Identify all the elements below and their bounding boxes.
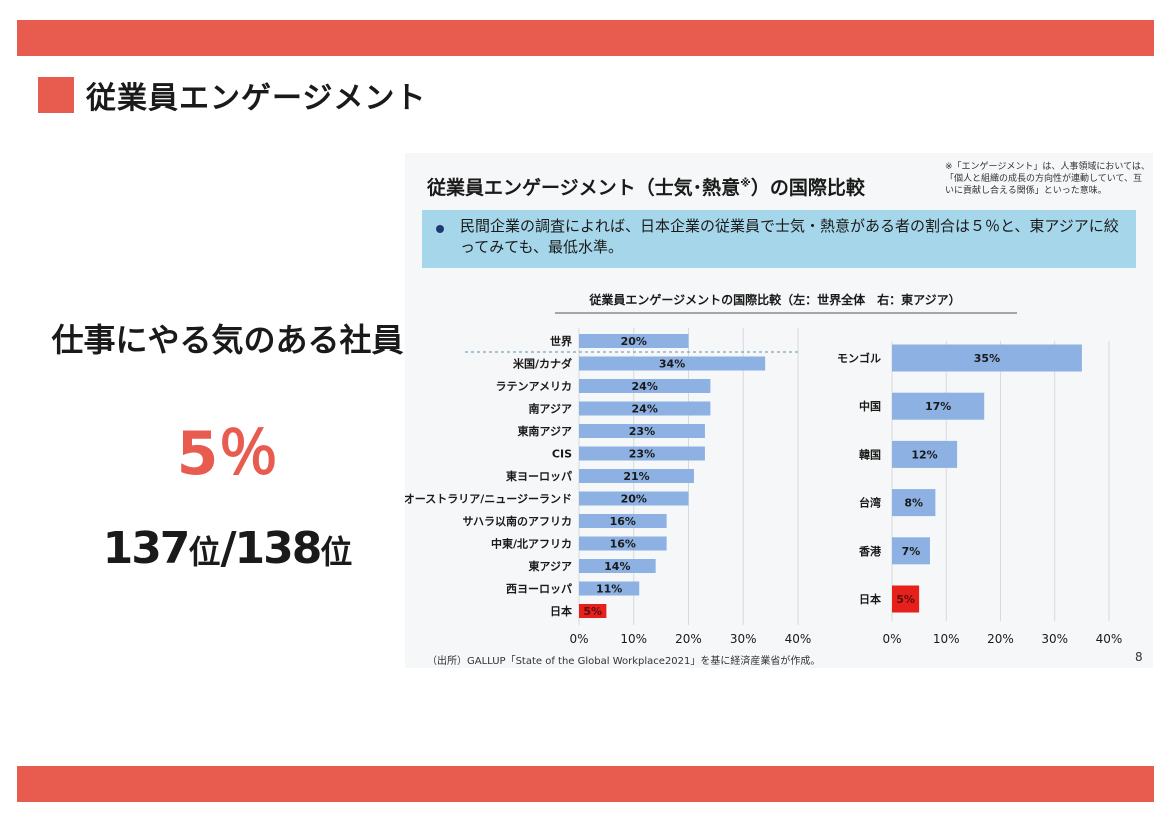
- world-bar: [579, 514, 667, 528]
- slide-title-main: 従業員エンゲージメント（士気･熱意: [427, 177, 741, 199]
- world-category-label: ラテンアメリカ: [496, 380, 572, 393]
- world-category-label: 南アジア: [528, 402, 572, 416]
- world-category-label: 東ヨーロッパ: [506, 469, 572, 483]
- rank-unit-b: 位: [320, 533, 353, 571]
- east-asia-bar: [892, 392, 985, 420]
- world-tick-label: 40%: [785, 632, 812, 646]
- world-value-label: 24%: [632, 380, 658, 393]
- east-asia-tick-label: 0%: [882, 632, 901, 646]
- source-note: （出所）GALLUP「State of the Global Workplace…: [427, 656, 821, 667]
- engagement-chart: 従業員エンゲージメントの国際比較（左：世界全体 右：東アジア） 0% 10% 20% 3…: [405, 292, 1123, 646]
- world-value-label: 16%: [610, 538, 636, 551]
- heading-text: 従業員エンゲージメント: [86, 81, 427, 116]
- world-category-label: 米国/カナダ: [512, 357, 572, 371]
- east-asia-bar: [892, 344, 1082, 372]
- world-category-label: オーストラリア/ニュージーランド: [405, 493, 572, 506]
- world-bar: [579, 581, 640, 596]
- east-asia-value-label: 7%: [902, 545, 921, 558]
- east-asia-value-label: 12%: [911, 448, 937, 461]
- slide-note: ※「エンゲージメント」は、人事領域においては、「個人と組織の成長の方向性が連動し…: [945, 162, 1150, 196]
- slide-title-mark: ※: [740, 176, 751, 190]
- world-value-label: 16%: [610, 515, 636, 528]
- world-value-label: 24%: [632, 403, 658, 416]
- section-heading: 従業員エンゲージメント: [38, 73, 426, 117]
- east-asia-category-label: 台湾: [859, 496, 881, 510]
- east-asia-category-label: 香港: [858, 544, 882, 558]
- east-asia-value-label: 8%: [904, 497, 923, 510]
- world-category-label: 日本: [550, 604, 572, 618]
- info-text: 民間企業の調査によれば、日本企業の従業員で士気・熱意がある者の割合は５％と、東ア…: [460, 217, 1119, 256]
- east-asia-bar: [892, 440, 958, 468]
- world-value-label: 14%: [604, 560, 630, 573]
- east-asia-tick-label: 20%: [987, 632, 1014, 646]
- world-tick-label: 30%: [730, 632, 757, 646]
- world-bar: [579, 379, 711, 393]
- info-box: 民間企業の調査によれば、日本企業の従業員で士気・熱意がある者の割合は５％と、東ア…: [422, 210, 1136, 268]
- world-bar: [579, 401, 711, 416]
- world-bar: [579, 604, 607, 618]
- bottom-accent-band: [17, 766, 1154, 802]
- world-value-label: 11%: [596, 583, 622, 596]
- world-bar: [579, 536, 667, 551]
- world-category-label: 東アジア: [528, 559, 572, 573]
- top-accent-band: [17, 20, 1154, 56]
- slide-title: 従業員エンゲージメント（士気･熱意※）の国際比較: [427, 173, 865, 200]
- big-percent: 5％: [176, 419, 279, 489]
- slide-title-end: ）の国際比較: [750, 177, 865, 199]
- rank-a: 137: [102, 523, 191, 574]
- east-asia-bar: [892, 537, 930, 565]
- world-bar: [579, 491, 689, 506]
- world-bar: [579, 559, 656, 573]
- east-asia-value-label: 35%: [974, 352, 1000, 365]
- east-asia-category-label: 日本: [859, 592, 881, 606]
- east-asia-category-label: 韓国: [859, 447, 881, 461]
- east-asia-category-label: 中国: [859, 399, 881, 413]
- world-value-label: 20%: [621, 335, 647, 348]
- motivated-employees-label: 仕事にやる気のある社員: [51, 321, 404, 359]
- world-category-label: 東南アジア: [517, 424, 572, 438]
- east-asia-category-label: モンゴル: [837, 351, 881, 365]
- world-value-label: 20%: [621, 493, 647, 506]
- world-category-label: 中東/北アフリカ: [491, 537, 572, 551]
- east-asia-tick-label: 10%: [933, 632, 960, 646]
- world-bar: [579, 446, 705, 461]
- east-asia-bar: [892, 489, 936, 517]
- world-value-label: 23%: [629, 425, 655, 438]
- world-tick-label: 20%: [675, 632, 702, 646]
- world-category-label: サハラ以南のアフリカ: [462, 514, 572, 528]
- world-category-label: 西ヨーロッパ: [506, 583, 572, 596]
- east-asia-value-label: 17%: [925, 400, 951, 413]
- east-asia-tick-label: 40%: [1096, 632, 1123, 646]
- world-tick-label: 0%: [569, 632, 588, 646]
- heading-square-icon: [38, 77, 74, 113]
- world-category-label: CIS: [552, 448, 572, 461]
- east-asia-tick-label: 30%: [1041, 632, 1068, 646]
- world-bar: [579, 424, 705, 438]
- page-number: 8: [1135, 650, 1143, 664]
- world-value-label: 23%: [629, 448, 655, 461]
- world-bar: [579, 356, 766, 371]
- world-tick-label: 10%: [620, 632, 647, 646]
- embedded-slide: 従業員エンゲージメント（士気･熱意※）の国際比較 ※「エンゲージメント」は、人事…: [405, 153, 1153, 668]
- east-asia-value-label: 5%: [896, 593, 915, 606]
- rank-unit-a: 位: [188, 533, 221, 571]
- rank-sep: /: [220, 523, 236, 574]
- world-value-label: 21%: [623, 470, 649, 483]
- world-bar: [579, 334, 689, 348]
- east-asia-bar: [892, 585, 920, 613]
- chart-title: 従業員エンゲージメントの国際比較（左：世界全体 右：東アジア）: [588, 292, 960, 307]
- world-category-label: 世界: [550, 334, 572, 348]
- world-bar: [579, 469, 694, 483]
- bullet-icon: [436, 225, 444, 233]
- world-value-label: 34%: [659, 358, 685, 371]
- rank-b: 138: [234, 523, 323, 574]
- rank-text: 137位/138位: [0, 523, 455, 574]
- world-value-label: 5%: [583, 605, 602, 618]
